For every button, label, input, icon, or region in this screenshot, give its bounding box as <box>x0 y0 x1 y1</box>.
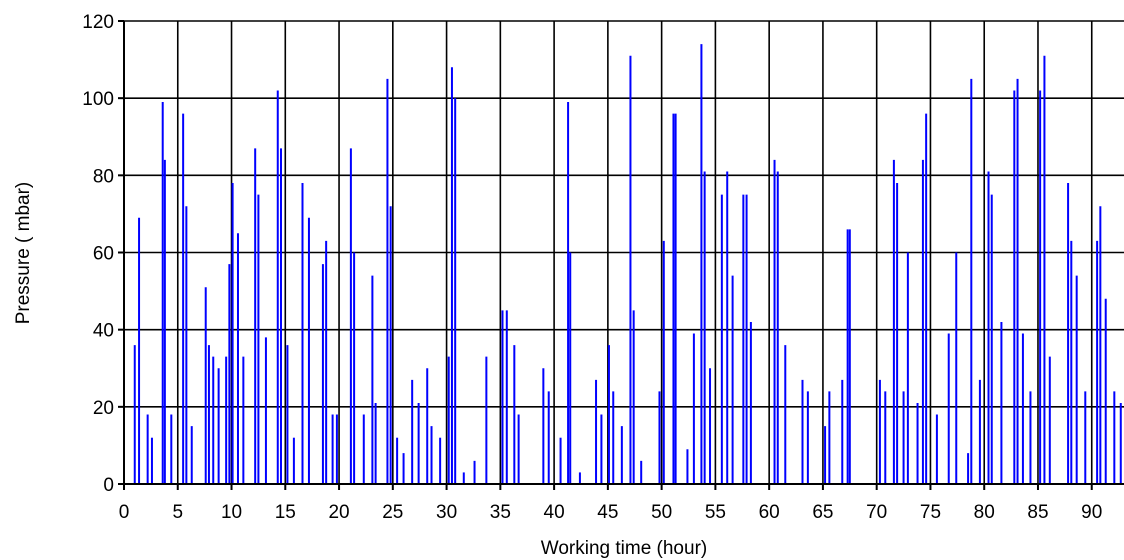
x-tick-label: 70 <box>866 502 887 523</box>
y-tick-label: 20 <box>93 398 114 419</box>
x-tick-label: 25 <box>382 502 403 523</box>
y-tick-label: 60 <box>93 244 114 265</box>
axes <box>118 20 1124 490</box>
y-tick-label: 80 <box>93 166 114 187</box>
x-tick-label: 40 <box>544 502 565 523</box>
x-tick-label: 20 <box>328 502 349 523</box>
x-tick-label: 55 <box>705 502 726 523</box>
y-tick-label: 40 <box>93 321 114 342</box>
y-tick-label: 0 <box>103 475 114 496</box>
x-tick-label: 10 <box>221 502 242 523</box>
y-tick-label: 120 <box>82 12 114 33</box>
x-axis-title: Working time (hour) <box>541 538 707 559</box>
y-tick-label: 100 <box>82 89 114 110</box>
y-tick-labels: 0 20 40 60 80 100 120 <box>82 12 114 496</box>
x-tick-label: 80 <box>974 502 995 523</box>
x-tick-label: 15 <box>275 502 296 523</box>
y-axis-title: Pressure ( mbar) <box>13 182 34 325</box>
pressure-series <box>133 44 1123 485</box>
x-tick-label: 30 <box>436 502 457 523</box>
x-tick-label: 0 <box>119 502 130 523</box>
x-tick-labels: 0 5 10 15 20 25 30 35 40 45 50 55 60 65 70 75 80 85 90 <box>119 502 1103 523</box>
x-tick-label: 45 <box>597 502 618 523</box>
x-tick-label: 85 <box>1027 502 1048 523</box>
x-tick-label: 35 <box>490 502 511 523</box>
x-tick-label: 65 <box>812 502 833 523</box>
x-tick-label: 90 <box>1081 502 1102 523</box>
x-tick-label: 50 <box>651 502 672 523</box>
x-tick-label: 60 <box>759 502 780 523</box>
x-tick-label: 75 <box>920 502 941 523</box>
grid-lines <box>124 20 1124 484</box>
x-tick-label: 5 <box>172 502 183 523</box>
